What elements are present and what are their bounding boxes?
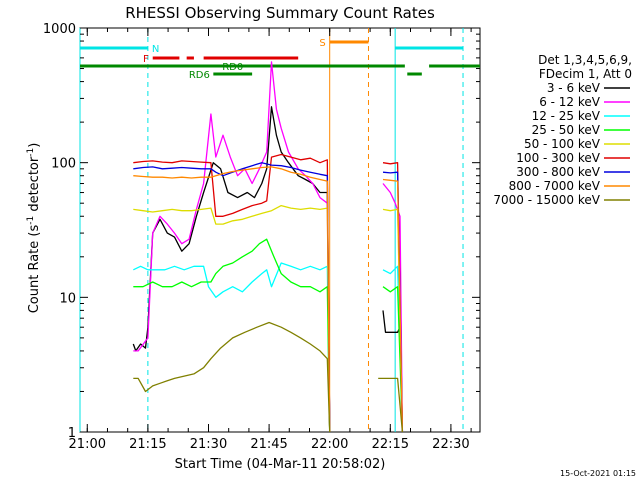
y-tick-label: 10 [59,291,76,306]
flag-rd6-label: RD6 [189,70,210,81]
y-tick-label: 1000 [43,22,76,37]
x-tick-label: 22:30 [432,437,469,452]
series-line-4 [133,204,404,433]
legend-entry-label: 50 - 100 keV [524,137,601,151]
series-line-6 [133,162,404,433]
legend: Det 1,3,4,5,6,9, FDecim 1, Att 0 3 - 6 k… [493,53,632,207]
series-line-3 [133,238,404,433]
x-tick-label: 22:15 [372,437,409,452]
x-axis-label: Start Time (04-Mar-11 20:58:02) [175,457,386,472]
flag-rd0-label: RD0 [222,62,243,73]
y-label-sup1: -1 [26,216,36,225]
legend-entry-label: 3 - 6 keV [547,81,601,95]
legend-entry-label: 100 - 300 keV [516,151,600,165]
legend-entry-label: 7000 - 15000 keV [493,193,600,207]
series-line-2 [133,262,404,433]
x-tick-label: 22:00 [311,437,348,452]
series-line-1 [133,61,404,433]
legend-entry-label: 300 - 800 keV [516,165,600,179]
x-tick-label: 21:15 [129,437,166,452]
y-tick-label: 100 [51,157,76,172]
y-label-sup2: -1 [26,148,36,157]
series-line-8 [133,321,404,433]
legend-entry-label: 12 - 25 keV [532,109,601,123]
x-tick-label: 21:00 [69,437,106,452]
footer-date: 15-Oct-2021 01:15 [560,469,636,478]
legend-entry-label: 800 - 7000 keV [509,179,601,193]
flag-s-label: S [319,38,325,49]
y-label-close: ) [27,143,42,148]
legend-header-2: FDecim 1, Att 0 [539,67,632,81]
series-line-5 [133,153,404,433]
x-tick-label: 21:45 [250,437,287,452]
y-label-main: Count Rate (s [27,225,42,314]
plot-frame [79,27,481,433]
y-label-rest: detector [27,156,42,216]
chart-title: RHESSI Observing Summary Count Rates [125,4,435,22]
legend-entry-label: 25 - 50 keV [532,123,601,137]
legend-header-1: Det 1,3,4,5,6,9, [538,53,632,67]
y-tick-label: 1 [68,426,76,441]
legend-entry-label: 6 - 12 keV [539,95,601,109]
flag-f-label: F [143,54,149,65]
plot-area: 1 10 100 1000 21:00 21:15 21:30 21:45 22:00 22:15… [43,22,481,452]
x-tick-label: 21:30 [190,437,227,452]
y-axis-label: Count Rate (s-1 detector-1) [26,143,42,314]
svg-text:Count Rate (s-1 detector-1): Count Rate (s-1 detector-1) [26,143,42,314]
series-line-0 [132,106,404,433]
series-line-7 [133,166,404,433]
flag-n-label: N [152,44,159,55]
